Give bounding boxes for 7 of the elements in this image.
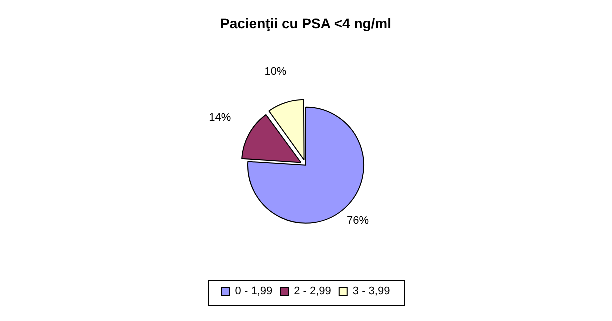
legend-label: 3 - 3,99: [352, 286, 390, 298]
legend-label: 0 - 1,99: [235, 286, 273, 298]
data-label: 76%: [347, 214, 370, 227]
data-label: 10%: [264, 66, 287, 78]
chart-title: Pacienţii cu PSA <4 ng/ml: [220, 15, 392, 32]
legend-label: 2 - 2,99: [294, 286, 332, 298]
data-label: 14%: [209, 112, 232, 124]
